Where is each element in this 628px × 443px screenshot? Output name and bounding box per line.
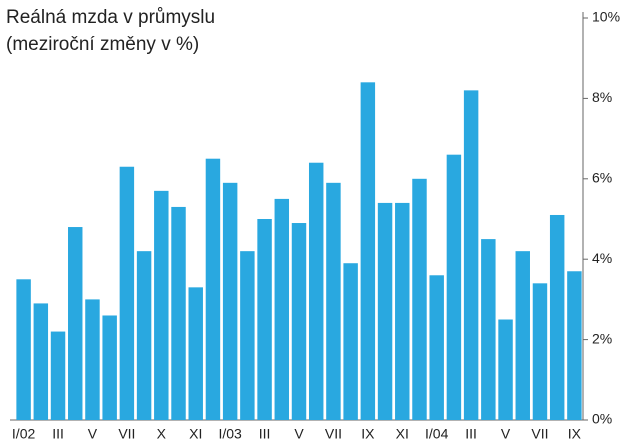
bar bbox=[240, 251, 255, 420]
x-tick-label: XI bbox=[189, 426, 202, 442]
y-tick-label: 2% bbox=[592, 330, 612, 346]
bar bbox=[377, 202, 393, 420]
x-tick-label: III bbox=[259, 426, 271, 442]
x-tick-label: IX bbox=[568, 426, 582, 442]
bar bbox=[343, 263, 358, 420]
bar bbox=[188, 287, 203, 420]
bar bbox=[257, 219, 272, 420]
bar bbox=[16, 279, 31, 420]
x-tick-label: I/02 bbox=[12, 426, 36, 442]
bar bbox=[171, 206, 186, 420]
bar bbox=[205, 158, 221, 420]
bar bbox=[119, 166, 135, 420]
x-tick-label: III bbox=[52, 426, 64, 442]
x-tick-label: V bbox=[294, 426, 304, 442]
bar bbox=[50, 331, 66, 420]
chart-title: Reálná mzda v průmyslu bbox=[6, 7, 215, 28]
x-tick-label: VII bbox=[325, 426, 342, 442]
chart-subtitle: (meziroční změny v %) bbox=[6, 34, 199, 55]
x-tick-label: I/03 bbox=[218, 426, 242, 442]
bar bbox=[567, 271, 582, 420]
x-tick-label: VII bbox=[118, 426, 135, 442]
bar bbox=[274, 198, 290, 420]
x-tick-label: V bbox=[501, 426, 511, 442]
y-tick-label: 4% bbox=[592, 250, 612, 266]
bar bbox=[463, 90, 479, 421]
bar bbox=[136, 251, 152, 420]
bar bbox=[395, 202, 410, 420]
y-tick-label: 6% bbox=[592, 170, 612, 186]
bar bbox=[154, 190, 169, 420]
bar bbox=[308, 162, 324, 420]
y-tick-label: 8% bbox=[592, 89, 612, 105]
bar bbox=[481, 239, 496, 420]
bar bbox=[291, 223, 307, 420]
bar bbox=[532, 283, 548, 420]
x-tick-label: XI bbox=[396, 426, 409, 442]
bar bbox=[412, 178, 427, 420]
bar bbox=[222, 182, 238, 420]
bar bbox=[429, 275, 444, 420]
bar bbox=[326, 182, 341, 420]
bar bbox=[33, 303, 49, 420]
bar bbox=[498, 319, 513, 420]
bar bbox=[68, 227, 83, 420]
y-tick-label: 0% bbox=[592, 411, 612, 427]
bar bbox=[446, 154, 462, 420]
bar bbox=[85, 299, 100, 420]
x-tick-label: V bbox=[88, 426, 98, 442]
bar bbox=[549, 214, 565, 420]
bar bbox=[102, 315, 117, 420]
x-tick-label: IX bbox=[361, 426, 375, 442]
x-tick-label: X bbox=[157, 426, 167, 442]
x-tick-label: III bbox=[465, 426, 477, 442]
x-tick-label: I/04 bbox=[425, 426, 449, 442]
x-tick-label: VII bbox=[531, 426, 548, 442]
y-tick-label: 10% bbox=[592, 9, 620, 25]
bar bbox=[360, 82, 376, 420]
bar bbox=[515, 251, 530, 420]
